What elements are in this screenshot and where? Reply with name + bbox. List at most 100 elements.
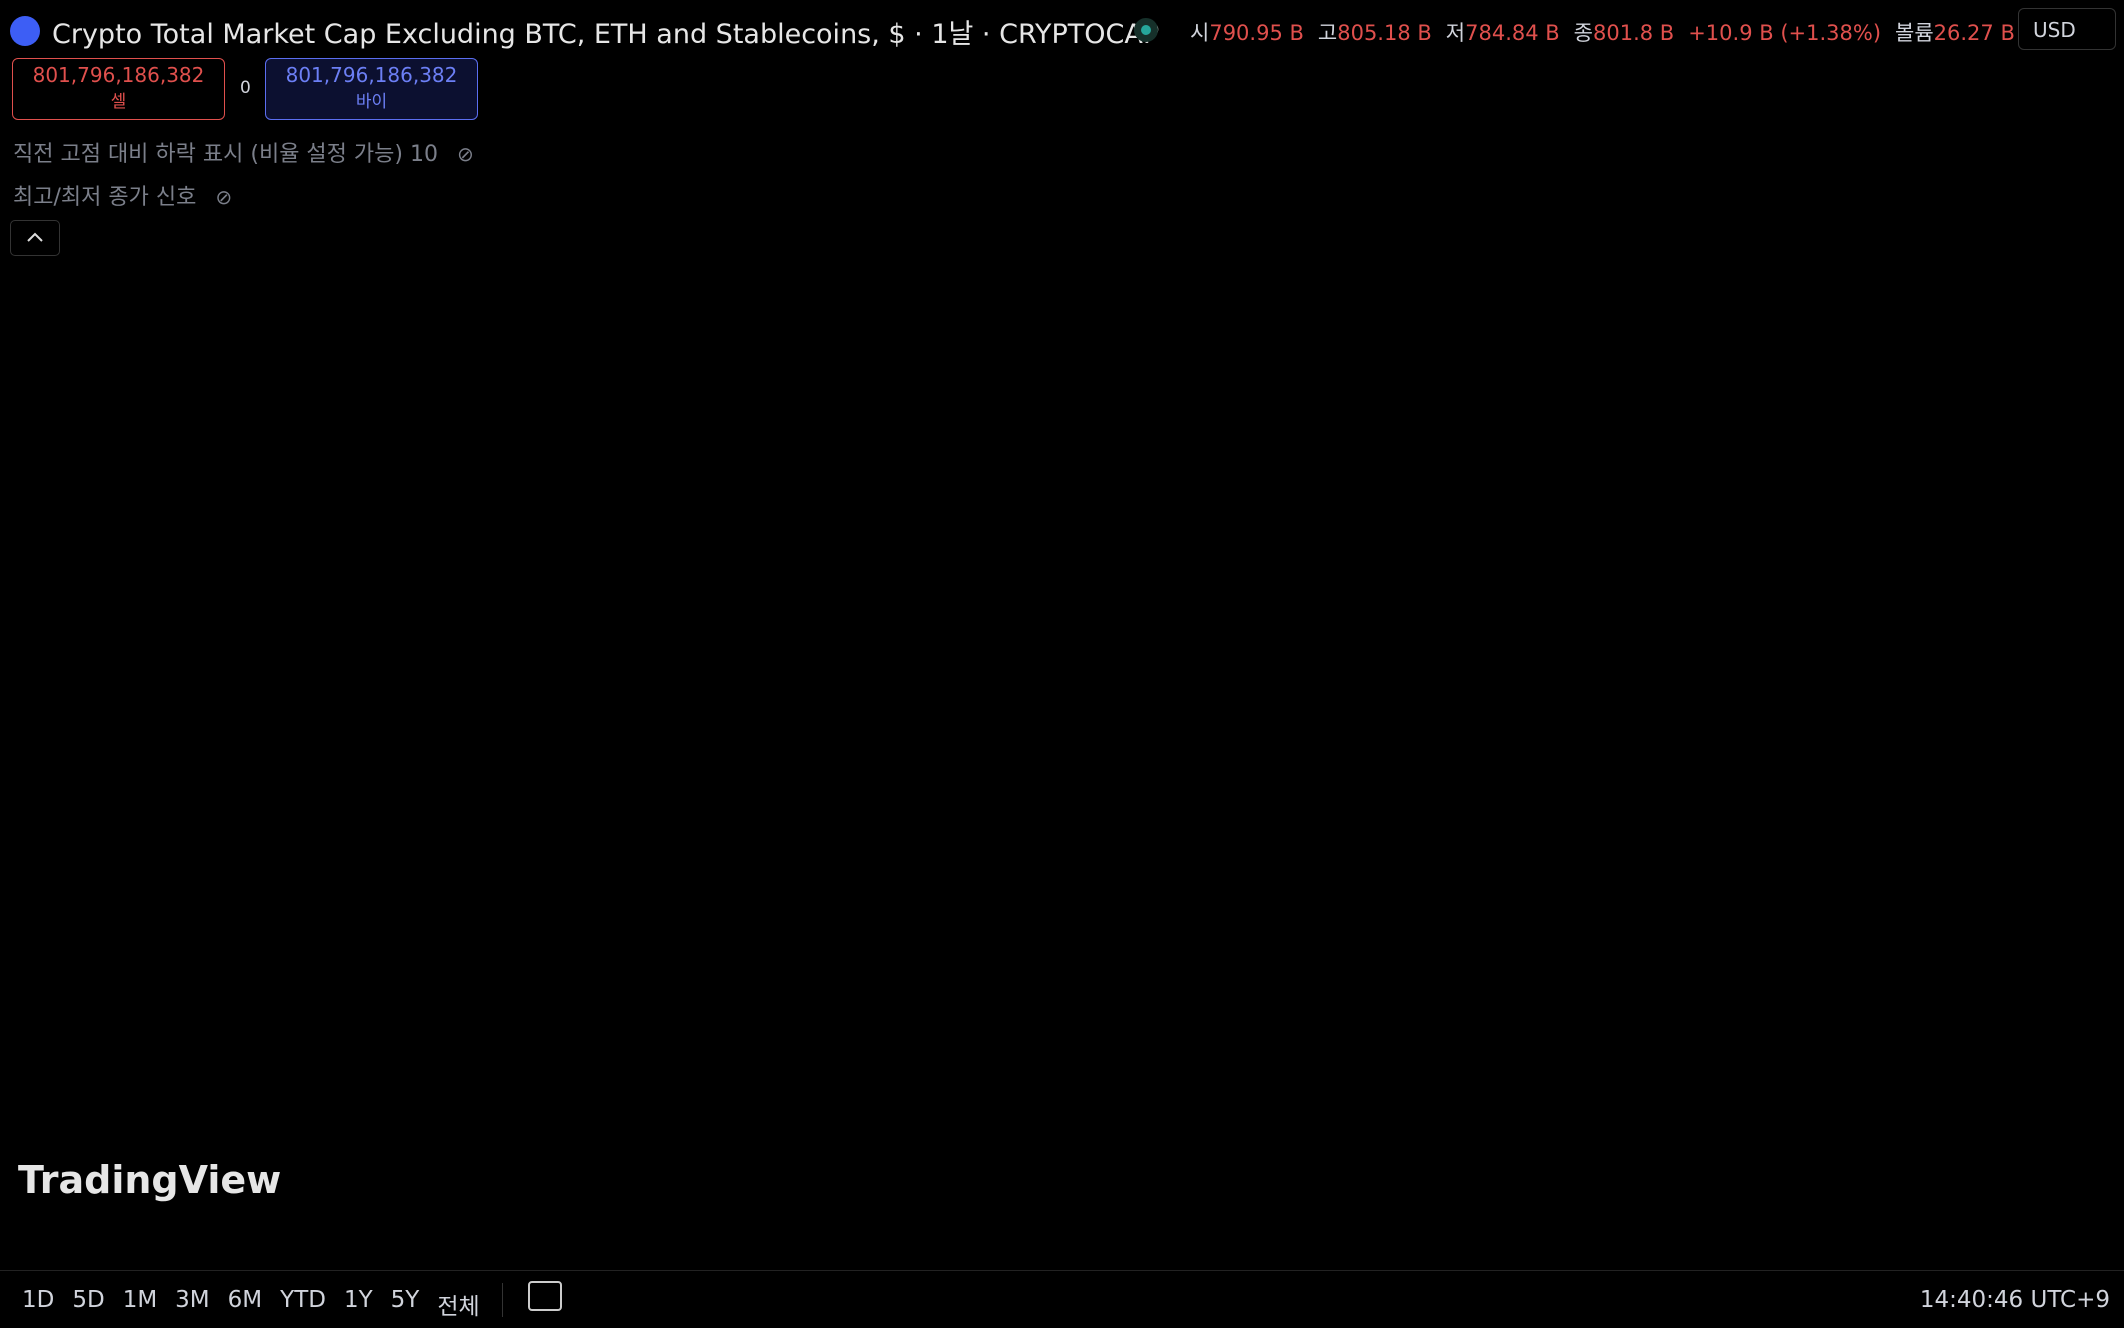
symbol-label: TOTAL3ES [1908,371,2005,393]
range-button[interactable]: 3M [175,1287,210,1313]
candle-body [355,911,374,973]
buy-button[interactable]: 801,796,186,382 바이 [265,58,478,120]
ohlc-value: 784.84 B [1465,21,1560,45]
candle-body [456,866,475,928]
candle-body [1361,776,1380,807]
candle-body [255,753,273,792]
candle-body [1185,535,1204,566]
candle-body [607,972,625,1018]
y-tick-label: 280 B [2028,1154,2086,1178]
candle-body [582,979,600,1018]
x-tick-label: 2월 [1129,1230,1160,1254]
candle-body [783,889,802,905]
y-tick-label: 480 B [2028,853,2086,877]
y-tick-label: 640 B [2028,613,2086,637]
candle-body [381,927,399,973]
candle-body [28,648,47,672]
sell-button[interactable]: 801,796,186,382 셀 [12,58,225,120]
collapse-button[interactable] [10,220,60,256]
candle-body [1210,565,1229,702]
candle-body [733,881,751,912]
y-tick-label: 920 B [2028,191,2086,215]
candle-body [1537,595,1556,612]
candle-body [1613,641,1631,717]
candle-body [1387,753,1405,777]
candle-body [1009,400,1028,461]
ohlc-label: 시 [1190,21,1210,45]
y-tick-label: 760 B [2028,432,2086,456]
range-button[interactable]: 전체 [437,1294,480,1320]
range-button[interactable]: 5D [72,1287,105,1313]
candle-body [1412,686,1430,754]
plot-background [0,0,2124,1270]
chevron [27,232,43,242]
ohlc-label: 고 [1317,21,1338,45]
watermark: TradingView [18,1158,282,1202]
date-range-button[interactable] [527,1281,562,1311]
ohlc-value: 805.18 B [1337,21,1432,45]
bottom-toolbar: 1D 5D 1M 3M 6M YTD 1Y 5Y 전체 14:40:46 UTC+9 [0,1270,2124,1328]
candle-body [1261,686,1279,732]
ohlc-label: 저 [1445,21,1466,45]
settings-icon [2060,1233,2080,1253]
indicator-name: 직전 고점 대비 하락 표시 (비율 설정 가능) 10 [13,142,438,167]
buy-label: 바이 [355,92,388,112]
candle-body [884,385,902,566]
x-tick-label: 12월 [896,1230,940,1254]
x-tick-label: 2025 [991,1230,1047,1254]
candle-body [3,671,22,702]
x-tick-label: 9월 [575,1230,606,1254]
title: Crypto Total Market Cap Excluding BTC, E… [52,19,1160,50]
candle-body [204,761,223,822]
range-button[interactable]: 1M [122,1287,158,1313]
candle-body [406,844,424,928]
x-tick-label: 8월 [1758,1230,1789,1254]
ohlc-label: 종 [1573,21,1593,45]
candle-body [54,648,72,747]
x-tick-label: 9월 [1883,1230,1914,1254]
x-tick-label: 3월 [1229,1230,1260,1254]
change: +10.9 B (+1.38%) [1688,21,1882,45]
candle-body [481,927,500,1010]
candle-body [179,821,198,867]
currency-button[interactable]: USD [2018,8,2116,50]
candle-body [431,844,449,867]
sell-label: 셀 [110,92,127,112]
candle-body [707,911,726,928]
candle-body [858,565,877,747]
ohlc-value: 790.95 B [1209,21,1304,45]
x-tick-label: 4월 [1330,1230,1361,1254]
x-tick-label: 7월 [349,1230,380,1254]
market-status[interactable] [1134,18,1158,42]
candle-body [1512,550,1531,596]
range-button[interactable]: YTD [280,1287,326,1313]
range-button[interactable]: 5Y [390,1287,420,1313]
candle-body [557,911,575,980]
x-tick-label: 6월 [1556,1230,1587,1254]
candle-body [1462,686,1481,694]
y-tick-label: 360 B [2028,1034,2086,1058]
ohlc-legend: 시790.95 B 고805.18 B 저784.84 B 종801.8 B +10.9… [1190,17,2029,47]
candle-body [129,836,148,852]
range-button[interactable]: 1Y [343,1287,373,1313]
candle-body [1688,595,1707,687]
x-tick-label: 6월 [249,1230,280,1254]
candle-body [1814,382,1833,446]
indicator[interactable]: 최고/최저 종가 신호 ⊘ [13,185,233,210]
separator [501,1283,503,1317]
range-button[interactable]: 1D [22,1287,55,1313]
candle-body [1588,641,1606,687]
range-button[interactable]: 6M [227,1287,263,1313]
candle-body [1286,671,1305,732]
candle-body [1437,686,1455,694]
candle-body [632,927,651,973]
candle-body [934,234,952,326]
candle-body [1487,550,1506,687]
candle-body [959,325,978,446]
x-tick-label: 5월 [123,1230,154,1254]
candle-body [1060,340,1078,416]
y-tick-label: 680 B [2028,552,2086,576]
candle-body [531,911,550,988]
indicator[interactable]: 직전 고점 대비 하락 표시 (비율 설정 가능) 10 ⊘ [13,142,474,167]
candle-body [280,753,299,837]
